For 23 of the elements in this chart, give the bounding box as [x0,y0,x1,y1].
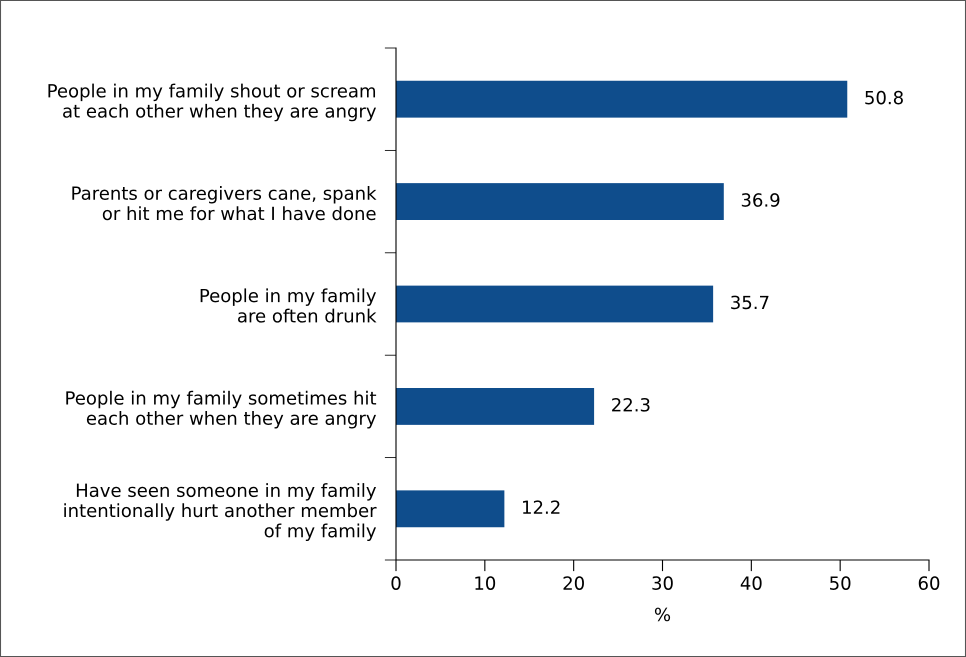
bar [396,183,724,220]
data-label: 36.9 [742,193,780,207]
data-label: 35.7 [731,296,768,310]
bar [396,286,714,322]
data-label: 22.3 [612,398,650,412]
bar [396,388,594,425]
x-tick-label: 0 [391,576,401,590]
y-tick-label: People in my family sometimes hit each other when they are angry [66,390,376,428]
x-axis-title: % [654,608,670,622]
x-tick-label: 20 [564,576,584,590]
y-tick-label: People in my family shout or scream at each other when they are angry [48,84,376,122]
data-label: 12.2 [523,500,560,514]
y-tick-label: Parents or caregivers cane, spank or hit me for what I have done [72,186,377,220]
x-tick-label: 40 [740,576,762,590]
data-label: 50.8 [865,90,903,104]
x-tick-label: 30 [652,576,673,590]
y-tick-label: Have seen someone in my family intentionally hurt another member of my family [64,483,377,542]
x-tick-label: 60 [918,576,940,590]
bar [396,490,504,528]
x-tick-label: 50 [830,576,850,590]
x-tick-label: 10 [475,576,496,590]
y-tick-label: People in my family are often drunk [200,288,377,323]
bar [396,80,848,118]
